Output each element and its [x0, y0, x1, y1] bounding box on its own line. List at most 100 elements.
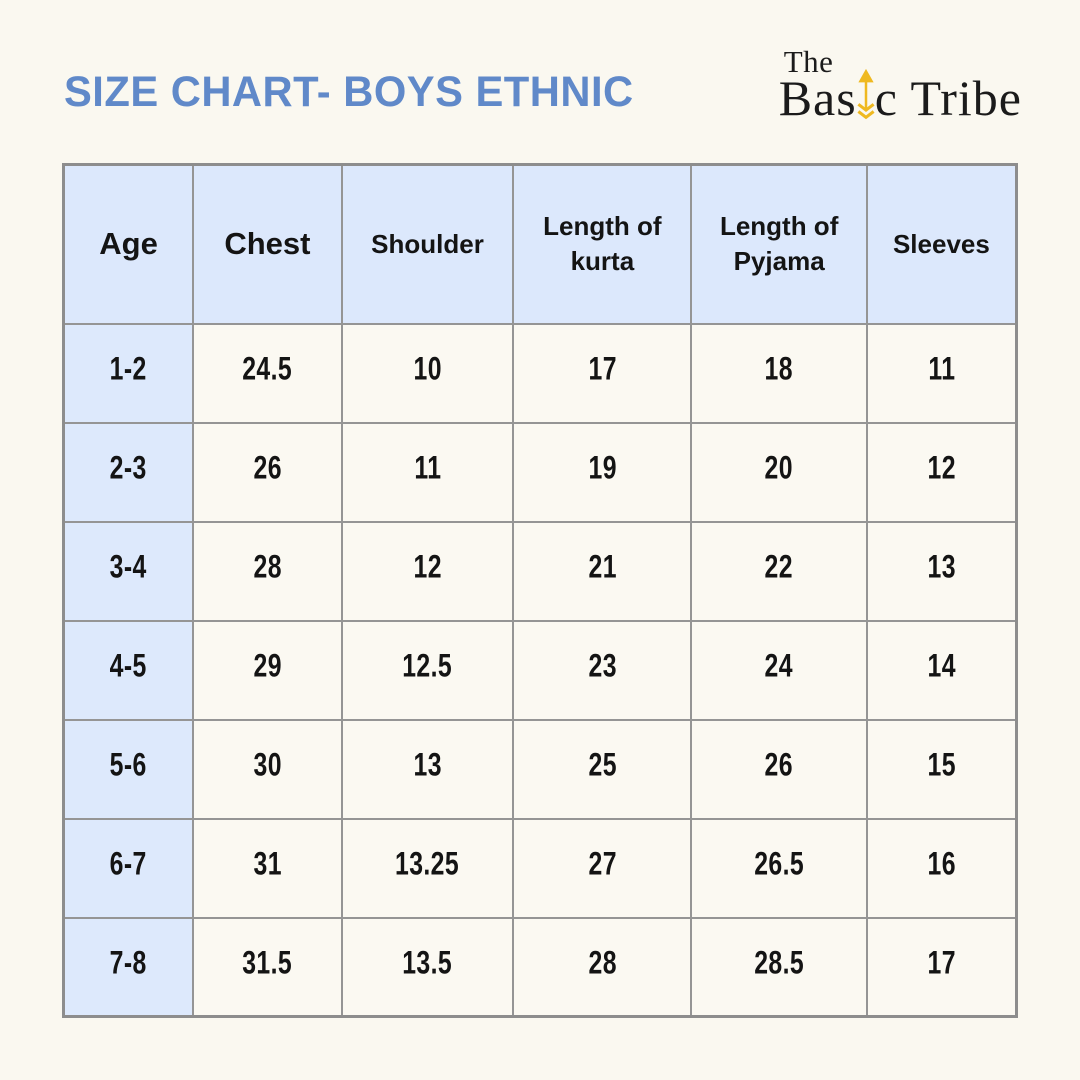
logo-word-the: The — [783, 44, 834, 79]
cell-value: 28 — [253, 548, 282, 585]
value-cell: 28 — [192, 520, 343, 622]
cell-value: 18 — [764, 350, 794, 387]
cell-value: 29 — [253, 647, 282, 684]
cell-value: 22 — [764, 548, 794, 585]
column-header-length-of-kurta: Length of kurta — [512, 163, 693, 325]
cell-value: 28 — [588, 943, 617, 981]
cell-value: 2-3 — [110, 449, 148, 486]
value-cell: 31.5 — [192, 916, 343, 1018]
size-chart-table: Age Chest Shoulder Length of kurta Length of… — [62, 163, 1018, 1018]
cell-value: 5-6 — [110, 746, 148, 783]
cell-value: 12 — [413, 548, 442, 585]
value-cell: 13 — [865, 520, 1018, 622]
value-cell: 15 — [865, 718, 1018, 820]
table-row: 6-7 31 13.25 27 26.5 16 — [62, 817, 1018, 919]
age-cell: 4-5 — [62, 619, 195, 721]
age-cell: 6-7 — [62, 817, 195, 919]
cell-value: 17 — [927, 943, 956, 981]
value-cell: 25 — [512, 718, 693, 820]
value-cell: 29 — [192, 619, 343, 721]
cell-value: 13 — [413, 746, 442, 783]
cell-value: 24.5 — [242, 350, 293, 387]
cell-value: 13 — [927, 548, 956, 585]
brand-logo: The Bas c Tribe — [779, 44, 1022, 127]
age-cell: 3-4 — [62, 520, 195, 622]
cell-value: 11 — [414, 449, 442, 486]
value-cell: 17 — [865, 916, 1018, 1018]
age-cell: 2-3 — [62, 421, 195, 523]
age-cell: 5-6 — [62, 718, 195, 820]
value-cell: 16 — [865, 817, 1018, 919]
value-cell: 17 — [512, 322, 693, 424]
cell-value: 26 — [253, 449, 282, 486]
value-cell: 11 — [340, 421, 515, 523]
column-header-chest: Chest — [192, 163, 343, 325]
cell-value: 15 — [927, 746, 956, 783]
value-cell: 10 — [340, 322, 515, 424]
cell-value: 12 — [927, 449, 956, 486]
value-cell: 13.25 — [340, 817, 515, 919]
logo-text-pre: Bas — [778, 70, 857, 126]
cell-value: 17 — [588, 350, 617, 387]
table-body: 1-2 24.5 10 17 18 11 2-3 26 11 19 20 12 3-4 28 12 21 22 1… — [62, 322, 1018, 1018]
age-cell: 7-8 — [62, 916, 195, 1018]
cell-value: 28.5 — [754, 943, 805, 981]
table-row: 5-6 30 13 25 26 15 — [62, 718, 1018, 820]
cell-value: 25 — [588, 746, 617, 783]
logo-text-post: c Tribe — [874, 70, 1022, 126]
value-cell: 24.5 — [192, 322, 343, 424]
cell-value: 7-8 — [110, 943, 148, 981]
page-title: SIZE CHART- BOYS ETHNIC — [64, 68, 634, 116]
cell-value: 27 — [588, 845, 617, 882]
value-cell: 30 — [192, 718, 343, 820]
cell-value: 12.5 — [402, 647, 453, 684]
cell-value: 20 — [764, 449, 794, 486]
cell-value: 31 — [253, 845, 282, 882]
column-header-sleeves: Sleeves — [865, 163, 1018, 325]
table-row: 4-5 29 12.5 23 24 14 — [62, 619, 1018, 721]
value-cell: 24 — [690, 619, 868, 721]
cell-value: 26 — [764, 746, 794, 783]
value-cell: 26 — [192, 421, 343, 523]
value-cell: 12 — [865, 421, 1018, 523]
value-cell: 21 — [512, 520, 693, 622]
value-cell: 13.5 — [340, 916, 515, 1018]
value-cell: 28 — [512, 916, 693, 1018]
cell-value: 24 — [764, 647, 794, 684]
column-header-length-of-pyjama: Length of Pyjama — [690, 163, 868, 325]
arrow-icon — [857, 68, 875, 120]
cell-value: 10 — [413, 350, 442, 387]
table-header: Age Chest Shoulder Length of kurta Length of… — [62, 163, 1018, 325]
value-cell: 14 — [865, 619, 1018, 721]
value-cell: 13 — [340, 718, 515, 820]
cell-value: 6-7 — [110, 845, 148, 882]
cell-value: 19 — [588, 449, 617, 486]
value-cell: 26.5 — [690, 817, 868, 919]
value-cell: 28.5 — [690, 916, 868, 1018]
header-row: Age Chest Shoulder Length of kurta Length of… — [62, 163, 1018, 325]
cell-value: 14 — [927, 647, 956, 684]
value-cell: 12 — [340, 520, 515, 622]
column-header-age: Age — [62, 163, 195, 325]
cell-value: 3-4 — [110, 548, 148, 585]
value-cell: 22 — [690, 520, 868, 622]
cell-value: 1-2 — [110, 350, 148, 387]
cell-value: 11 — [927, 350, 955, 387]
cell-value: 13.25 — [395, 845, 460, 882]
cell-value: 21 — [588, 548, 617, 585]
age-cell: 1-2 — [62, 322, 195, 424]
table-row: 2-3 26 11 19 20 12 — [62, 421, 1018, 523]
cell-value: 26.5 — [754, 845, 805, 882]
table-row: 1-2 24.5 10 17 18 11 — [62, 322, 1018, 424]
cell-value: 30 — [253, 746, 282, 783]
value-cell: 20 — [690, 421, 868, 523]
value-cell: 11 — [865, 322, 1018, 424]
value-cell: 23 — [512, 619, 693, 721]
value-cell: 18 — [690, 322, 868, 424]
value-cell: 27 — [512, 817, 693, 919]
logo-word-basic-tribe: Bas c Tribe — [778, 68, 1022, 126]
cell-value: 23 — [588, 647, 617, 684]
cell-value: 13.5 — [402, 943, 453, 981]
cell-value: 31.5 — [242, 943, 293, 981]
table-row: 7-8 31.5 13.5 28 28.5 17 — [62, 916, 1018, 1018]
